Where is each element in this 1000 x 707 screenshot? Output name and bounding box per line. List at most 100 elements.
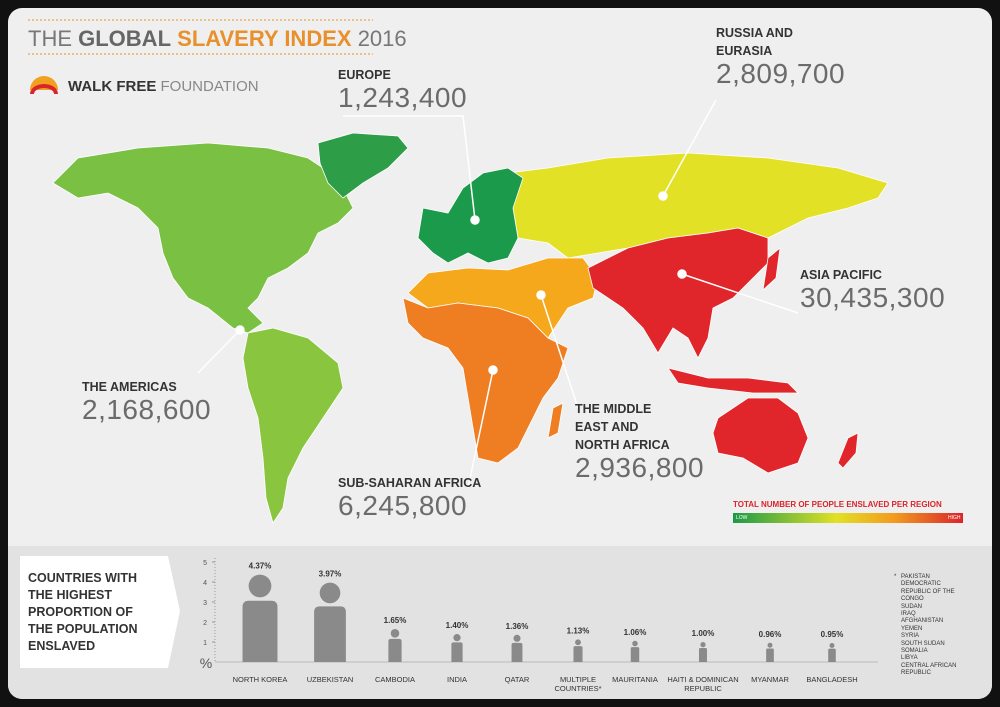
chart: 1 2 3 4 5% 4.37% 3.97% 1.65% 1.40% 1.36% 1.13% 1.06… bbox=[200, 560, 844, 671]
south-america bbox=[242, 327, 344, 524]
canvas: THE GLOBAL SLAVERY INDEX 2016 WALK FREE … bbox=[8, 19, 992, 699]
footnote-country: IRAQ bbox=[901, 611, 916, 618]
person-figure bbox=[766, 642, 774, 662]
region-value: 2,936,800 bbox=[575, 452, 705, 483]
europe bbox=[417, 167, 524, 264]
value-label: 1.40% bbox=[446, 621, 469, 630]
value-label: 0.96% bbox=[759, 630, 782, 639]
footnote-country: SYRIA bbox=[901, 633, 920, 640]
leader-dot bbox=[536, 290, 546, 300]
leader-dot bbox=[677, 269, 687, 279]
category-label: NORTH KOREA bbox=[232, 675, 288, 684]
value-label: 3.97% bbox=[319, 570, 342, 579]
legend-gradient bbox=[733, 513, 963, 523]
leader-dot bbox=[470, 215, 480, 225]
value-label: 4.37% bbox=[249, 562, 272, 571]
footnote-marker: * bbox=[894, 574, 897, 580]
value-label: 1.06% bbox=[624, 628, 647, 637]
russia-eurasia bbox=[507, 152, 889, 259]
leader-dot bbox=[658, 191, 668, 201]
value-label: 0.95% bbox=[821, 630, 844, 639]
person-figure bbox=[388, 628, 402, 662]
map bbox=[52, 132, 889, 524]
leader-dot bbox=[488, 365, 498, 375]
footnote-country: DEMOCRATIC REPUBLIC OF THE CONGO bbox=[901, 581, 955, 603]
person-figure bbox=[451, 634, 463, 662]
region-name: RUSSIA AND EURASIA bbox=[716, 26, 793, 58]
footnote-country: LIBYA bbox=[901, 655, 918, 662]
logo-icon bbox=[30, 84, 58, 94]
category-label: MULTIPLE COUNTRIES* bbox=[554, 675, 602, 693]
logo: WALK FREE FOUNDATION bbox=[68, 78, 259, 95]
footnote-country: YEMEN bbox=[901, 625, 923, 632]
region-name: THE AMERICAS bbox=[82, 380, 177, 394]
person-figure bbox=[699, 641, 707, 662]
panel: THE GLOBAL SLAVERY INDEX 2016 WALK FREE … bbox=[8, 8, 992, 699]
australia bbox=[712, 397, 809, 474]
value-label: 1.65% bbox=[384, 616, 407, 625]
leader-line bbox=[540, 294, 579, 409]
region-name: SUB-SAHARAN AFRICA bbox=[338, 476, 482, 490]
footnote-country: PAKISTAN bbox=[901, 574, 930, 580]
category-label: QATAR bbox=[504, 675, 530, 684]
footnote-country: CENTRAL AFRICAN REPUBLIC bbox=[901, 662, 957, 677]
sub-saharan-africa bbox=[402, 297, 569, 464]
leader-dot bbox=[235, 325, 245, 335]
region-value: 2,168,600 bbox=[82, 394, 212, 425]
side-title: COUNTRIES WITH THE HIGHEST PROPORTION OF… bbox=[28, 571, 138, 653]
legend-title: TOTAL NUMBER OF PEOPLE ENSLAVED PER REGI… bbox=[733, 500, 942, 509]
category-label: CAMBODIA bbox=[374, 675, 415, 684]
region-value: 1,243,400 bbox=[338, 82, 468, 113]
person-figure bbox=[511, 634, 523, 662]
y-tick-label: 5 bbox=[203, 560, 207, 567]
americas bbox=[52, 142, 354, 334]
value-label: 1.13% bbox=[567, 626, 590, 635]
asia-pacific bbox=[587, 227, 769, 359]
person-figure bbox=[314, 582, 346, 662]
leader-line bbox=[197, 329, 241, 374]
person-figure bbox=[630, 640, 640, 662]
footnote-country: SOMALIA bbox=[901, 648, 928, 655]
footnote-list: PAKISTAN DEMOCRATIC REPUBLIC OF THE CONGO… bbox=[901, 574, 971, 678]
region-name: THE MIDDLE EAST AND NORTH AFRICA bbox=[575, 402, 670, 452]
legend-high: HIGH bbox=[948, 515, 961, 521]
leader-line bbox=[343, 115, 476, 221]
y-tick-label: 3 bbox=[203, 600, 207, 607]
title: THE GLOBAL SLAVERY INDEX 2016 bbox=[28, 26, 407, 51]
indonesia bbox=[667, 367, 799, 394]
region-value: 2,809,700 bbox=[716, 58, 846, 89]
category-label: UZBEKISTAN bbox=[306, 675, 354, 684]
region-name: EUROPE bbox=[338, 68, 391, 82]
y-tick-label: 4 bbox=[203, 580, 207, 587]
legend-low: LOW bbox=[736, 515, 748, 521]
footnote-country: SOUTH SUDAN bbox=[901, 640, 945, 647]
region-name: ASIA PACIFIC bbox=[800, 268, 882, 282]
leader-line bbox=[681, 273, 799, 314]
madagascar bbox=[547, 402, 564, 439]
person-figure bbox=[573, 639, 583, 662]
person-figure bbox=[828, 643, 836, 662]
region-value: 30,435,300 bbox=[800, 282, 946, 313]
greenland bbox=[317, 132, 409, 199]
leaders bbox=[197, 99, 799, 489]
category-label: BANGLADESH bbox=[806, 675, 858, 684]
y-tick-label: 2 bbox=[203, 620, 207, 627]
y-axis-label: % bbox=[200, 655, 212, 671]
person-figure bbox=[242, 574, 278, 662]
japan bbox=[762, 247, 781, 292]
y-tick-label: 1 bbox=[203, 640, 207, 647]
category-label: HAITI & DOMINICAN REPUBLIC bbox=[667, 675, 739, 693]
side-box bbox=[20, 556, 180, 668]
value-label: 1.00% bbox=[692, 629, 715, 638]
category-label: MYANMAR bbox=[751, 675, 789, 684]
leader-line bbox=[662, 99, 717, 197]
footnote-country: AFGHANISTAN bbox=[901, 618, 944, 625]
value-label: 1.36% bbox=[506, 622, 529, 631]
footnote-country: SUDAN bbox=[901, 603, 923, 610]
region-value: 6,245,800 bbox=[338, 490, 468, 521]
category-label: MAURITANIA bbox=[612, 675, 658, 684]
category-label: INDIA bbox=[446, 675, 467, 684]
new-zealand bbox=[837, 432, 859, 469]
leader-line bbox=[467, 369, 494, 489]
